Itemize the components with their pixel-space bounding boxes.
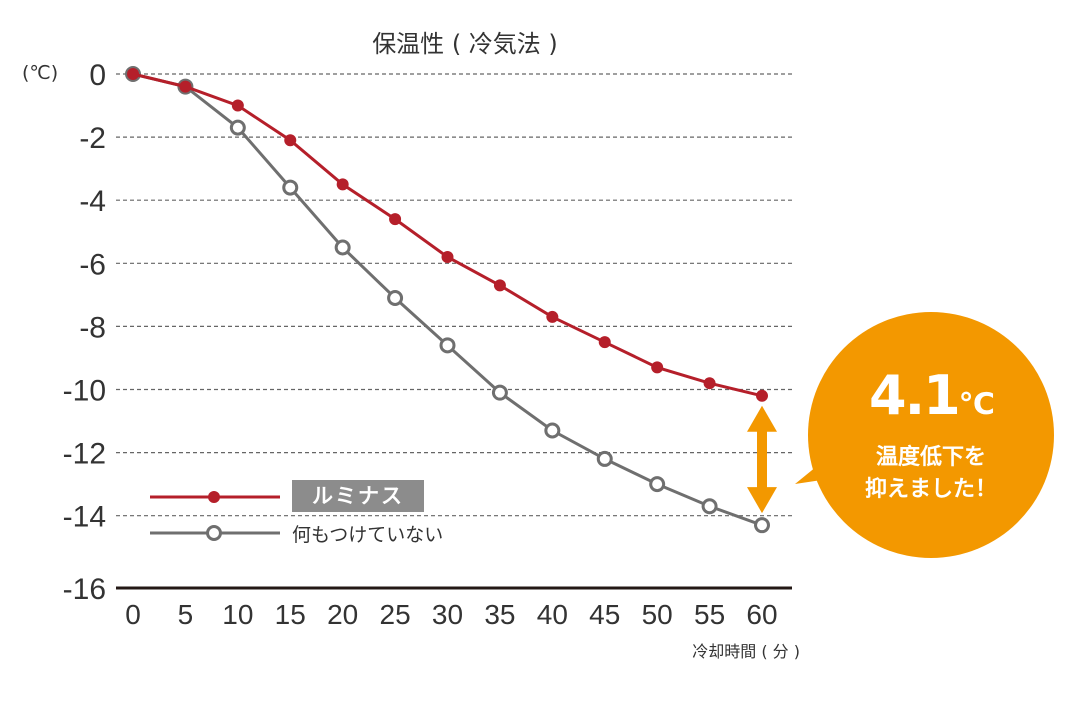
data-point (493, 279, 506, 292)
data-point (701, 498, 718, 515)
legend-marker-luminas (208, 491, 220, 503)
y-axis-unit: (℃) (22, 62, 59, 84)
x-tick-label: 35 (484, 599, 515, 630)
data-point (284, 134, 297, 147)
y-tick-label: -6 (79, 248, 106, 281)
difference-arrow-head-down (747, 487, 777, 514)
x-tick-label: 5 (178, 599, 194, 630)
callout-value-wrap: 4.1℃ (808, 364, 1054, 427)
data-point (544, 422, 561, 439)
data-point (282, 179, 299, 196)
x-tick-label: 25 (380, 599, 411, 630)
x-tick-label: 20 (327, 599, 358, 630)
y-tick-label: -4 (79, 185, 106, 218)
data-point (703, 377, 716, 390)
data-point (441, 250, 454, 263)
data-point (389, 213, 402, 226)
y-tick-label: -2 (79, 122, 106, 155)
x-tick-label: 55 (694, 599, 725, 630)
y-tick-label: 0 (89, 59, 106, 92)
data-point (491, 384, 508, 401)
data-point (179, 80, 192, 93)
x-tick-label: 15 (275, 599, 306, 630)
y-tick-label: -10 (63, 375, 106, 408)
legend-marker-nothing (206, 525, 222, 541)
data-point (334, 239, 351, 256)
x-tick-label: 40 (537, 599, 568, 630)
data-point (336, 178, 349, 191)
callout-bubble (808, 312, 1054, 558)
callout-line2: 抑えました！ (864, 477, 997, 502)
data-point (546, 310, 559, 323)
callout-annotation: 4.1℃ 温度低下を 抑えました！ (808, 312, 1054, 558)
legend-label-luminas: ルミナス (292, 480, 424, 512)
x-tick-label: 0 (125, 599, 141, 630)
x-tick-label: 10 (222, 599, 253, 630)
legend-label-nothing: 何もつけていない (292, 524, 444, 546)
callout-message: 温度低下を 抑えました！ (808, 442, 1054, 506)
x-axis-label: 冷却時間 ( 分 ) (692, 642, 800, 661)
series-line (132, 72, 763, 527)
data-point (231, 99, 244, 112)
data-point (651, 361, 664, 374)
callout-unit: ℃ (958, 387, 995, 422)
data-point (754, 517, 770, 534)
data-point (229, 119, 246, 136)
x-tick-label: 45 (589, 599, 620, 630)
y-tick-label: -8 (79, 311, 106, 344)
data-point (127, 68, 139, 80)
callout-line1: 温度低下を (875, 445, 986, 470)
x-tick-label: 50 (642, 599, 673, 630)
y-tick-label: -12 (63, 438, 106, 471)
data-point (756, 389, 768, 402)
chart-title: 保温性 ( 冷気法 ) (372, 30, 558, 58)
y-tick-label: -16 (63, 573, 106, 606)
data-point (387, 290, 404, 307)
data-point (439, 337, 456, 354)
x-tick-label: 60 (746, 599, 777, 630)
y-tick-label: -14 (63, 501, 106, 534)
x-tick-label: 30 (432, 599, 463, 630)
difference-arrow-shaft (757, 429, 767, 490)
difference-arrow-head-up (747, 405, 777, 432)
callout-value: 4.1 (869, 364, 961, 427)
data-point (598, 336, 611, 349)
data-point (596, 450, 613, 467)
data-point (649, 476, 666, 493)
